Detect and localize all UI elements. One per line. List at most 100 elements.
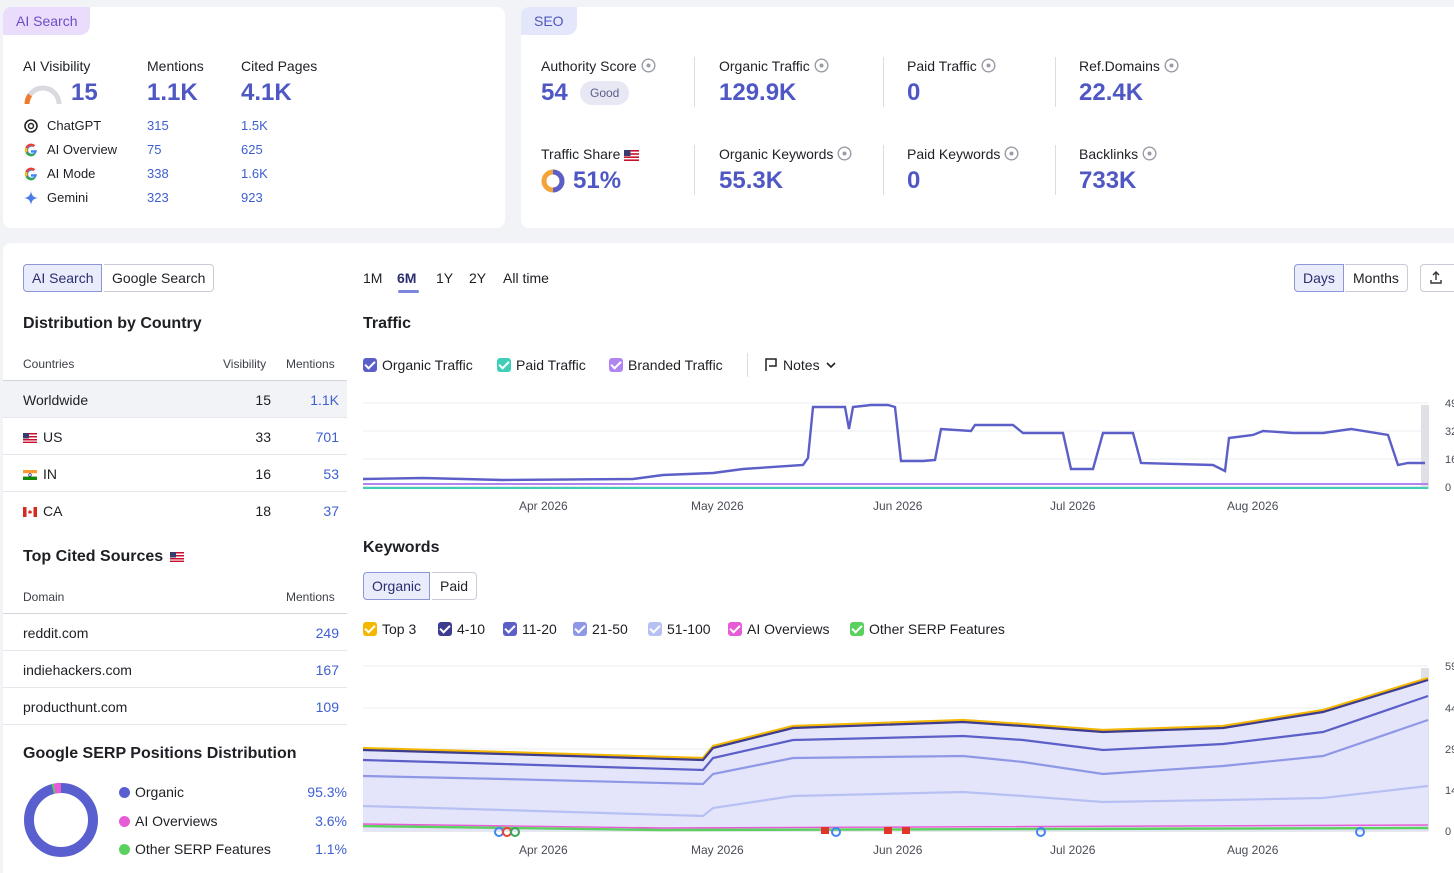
paid-keywords-value[interactable]: 0 (907, 167, 921, 194)
range-1y[interactable]: 1Y (436, 270, 454, 286)
x-tick: Apr 2026 (519, 499, 568, 513)
country-name: US (23, 429, 62, 445)
paid-traffic-value[interactable]: 0 (907, 79, 921, 106)
days-button[interactable]: Days (1294, 264, 1344, 292)
source-mentions-chatgpt[interactable]: 315 (147, 118, 169, 133)
country-mentions[interactable]: 701 (315, 429, 339, 445)
flag-icon (765, 358, 777, 371)
range-1m[interactable]: 1M (363, 270, 383, 286)
cited-row-reddit[interactable]: reddit.com 249 (3, 614, 347, 651)
info-icon[interactable] (981, 58, 996, 76)
gemini-icon (24, 191, 38, 205)
info-icon[interactable] (1164, 58, 1179, 76)
y-tick: 32 (1445, 426, 1454, 438)
info-icon[interactable] (1004, 146, 1019, 164)
tab-organic[interactable]: Organic (363, 572, 431, 600)
legend-ai-overviews[interactable]: AI Overviews (728, 621, 829, 637)
cited-row-indiehackers[interactable]: indiehackers.com 167 (3, 651, 347, 688)
cited-domain[interactable]: producthunt.com (23, 699, 128, 715)
tab-paid[interactable]: Paid (432, 572, 478, 600)
info-icon[interactable] (1142, 146, 1157, 164)
checkbox-checked-icon (503, 622, 517, 636)
divider (883, 57, 884, 107)
country-mentions[interactable]: 1.1K (310, 392, 339, 408)
cited-domain[interactable]: reddit.com (23, 625, 89, 641)
domain-header: Domain (23, 590, 65, 604)
country-row-in[interactable]: IN 16 53 (3, 455, 347, 492)
chatgpt-icon (24, 119, 38, 133)
checkbox-checked-icon (850, 622, 864, 636)
source-cited-chatgpt[interactable]: 1.5K (241, 118, 268, 133)
legend-paid-traffic[interactable]: Paid Traffic (497, 357, 586, 373)
toggle-ai-search[interactable]: AI Search (23, 264, 103, 292)
serp-pct-organic: 95.3% (307, 784, 347, 800)
ref-domains-value[interactable]: 22.4K (1079, 79, 1144, 106)
range-2y[interactable]: 2Y (469, 270, 487, 286)
cited-mentions-header[interactable]: Mentions (286, 590, 335, 604)
x-tick: Aug 2026 (1227, 843, 1279, 857)
export-button[interactable] (1420, 264, 1454, 292)
info-icon[interactable] (814, 58, 829, 76)
x-tick: Apr 2026 (519, 843, 568, 857)
source-name-chatgpt: ChatGPT (47, 118, 102, 133)
country-row-worldwide[interactable]: Worldwide 15 1.1K (3, 381, 347, 418)
organic-keywords-value[interactable]: 55.3K (719, 167, 784, 194)
country-row-us[interactable]: US 33 701 (3, 418, 347, 455)
y-tick: 14 (1445, 785, 1454, 797)
cited-row-producthunt[interactable]: producthunt.com 109 (3, 688, 347, 725)
source-cited-ai-overview[interactable]: 625 (241, 142, 263, 157)
paid-traffic-label: Paid Traffic (907, 58, 996, 76)
legend-dot (119, 816, 130, 827)
cited-mentions[interactable]: 167 (315, 662, 339, 678)
legend-4-10[interactable]: 4-10 (438, 621, 485, 637)
traffic-title: Traffic (363, 315, 412, 332)
source-mentions-ai-mode[interactable]: 338 (147, 166, 169, 181)
legend-other-serp[interactable]: Other SERP Features (850, 621, 1005, 637)
notes-dropdown[interactable]: Notes (764, 357, 837, 373)
export-icon (1430, 271, 1442, 284)
country-mentions[interactable]: 53 (323, 466, 339, 482)
toggle-google-search[interactable]: Google Search (104, 264, 215, 292)
divider (3, 613, 347, 614)
legend-51-100[interactable]: 51-100 (648, 621, 711, 637)
mentions-header[interactable]: Mentions (286, 357, 335, 371)
organic-traffic-label: Organic Traffic (719, 58, 829, 76)
y-tick: 16 (1445, 454, 1454, 466)
legend-11-20[interactable]: 11-20 (503, 621, 557, 637)
legend-organic-traffic[interactable]: Organic Traffic (363, 357, 473, 373)
country-visibility: 18 (255, 503, 271, 519)
country-row-ca[interactable]: CA 18 37 (3, 492, 347, 529)
visibility-header[interactable]: Visibility (223, 357, 267, 371)
paid-keywords-label: Paid Keywords (907, 146, 1019, 164)
source-mentions-gemini[interactable]: 323 (147, 190, 169, 205)
cited-mentions[interactable]: 109 (315, 699, 339, 715)
range-all-time[interactable]: All time (503, 270, 549, 286)
source-cited-ai-mode[interactable]: 1.6K (241, 166, 268, 181)
cited-domain[interactable]: indiehackers.com (23, 662, 132, 678)
organic-traffic-line (363, 403, 1425, 482)
source-cited-gemini[interactable]: 923 (241, 190, 263, 205)
cited-mentions[interactable]: 249 (315, 625, 339, 641)
divider (3, 380, 347, 381)
visibility-gauge-icon (24, 85, 62, 105)
months-button[interactable]: Months (1345, 264, 1408, 292)
legend-top3[interactable]: Top 3 (363, 621, 416, 637)
info-icon[interactable] (837, 146, 852, 164)
info-icon[interactable] (641, 58, 656, 76)
mentions-value: 1.1K (147, 79, 198, 106)
source-mentions-ai-overview[interactable]: 75 (147, 142, 162, 157)
divider (694, 145, 695, 195)
backlinks-value[interactable]: 733K (1079, 167, 1137, 194)
traffic-chart: 49 32 16 0 (363, 398, 1454, 494)
organic-traffic-value[interactable]: 129.9K (719, 79, 797, 106)
legend-21-50[interactable]: 21-50 (573, 621, 628, 637)
range-6m[interactable]: 6M (397, 270, 417, 286)
checkbox-checked-icon (728, 622, 742, 636)
country-visibility: 33 (255, 429, 271, 445)
checkbox-checked-icon (363, 622, 377, 636)
divider (747, 353, 748, 377)
legend-branded-traffic[interactable]: Branded Traffic (609, 357, 723, 373)
legend-dot (119, 844, 130, 855)
ai-search-tag: AI Search (3, 7, 91, 35)
country-mentions[interactable]: 37 (323, 503, 339, 519)
